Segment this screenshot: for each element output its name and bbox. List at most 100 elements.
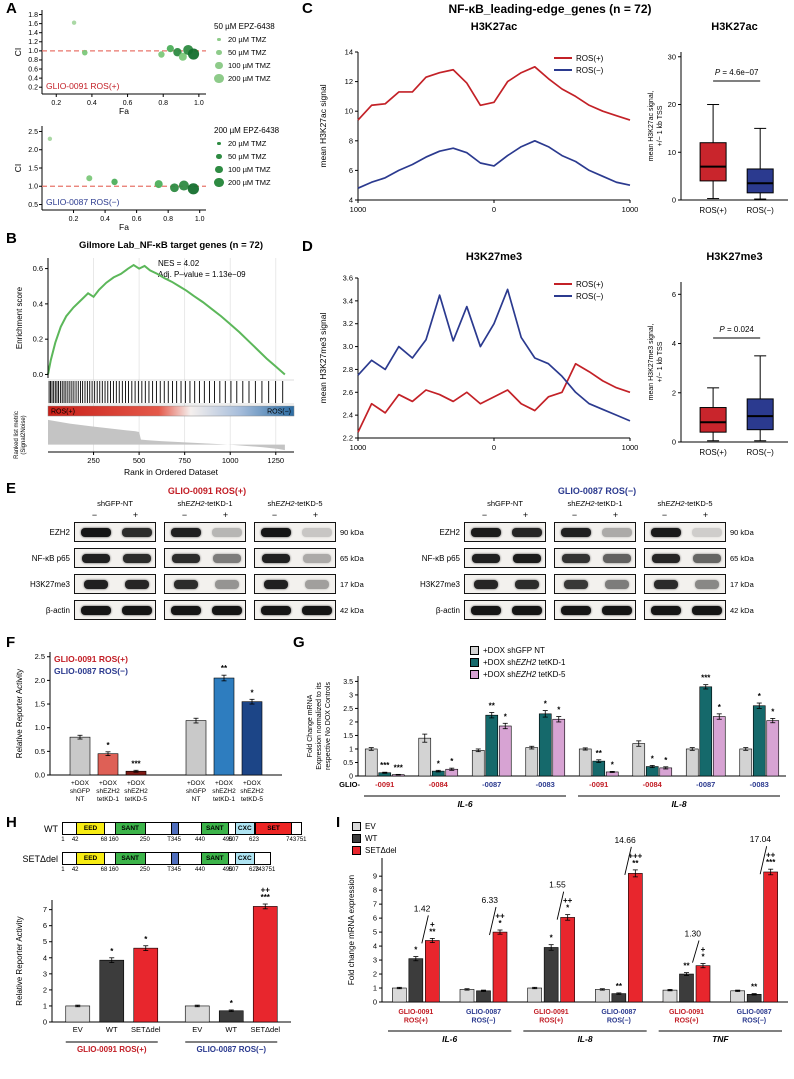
svg-text:3: 3 (373, 956, 377, 965)
svg-text:*: * (106, 741, 110, 750)
svg-text:***: *** (261, 893, 271, 902)
svg-text:10: 10 (668, 148, 676, 157)
svg-text:GLIO-0087 ROS(−): GLIO-0087 ROS(−) (54, 666, 128, 676)
protein-band (470, 528, 501, 537)
legend-swatch-icon (352, 845, 361, 855)
svg-text:+DOX: +DOX (71, 780, 90, 787)
domain-tick: 1 (61, 837, 65, 843)
svg-text:1000: 1000 (222, 456, 239, 465)
svg-text:ROS(+): ROS(+) (576, 54, 604, 63)
svg-text:***: *** (380, 761, 390, 770)
western-row-label: β-actin (435, 606, 460, 615)
svg-text:1: 1 (373, 984, 377, 993)
svg-text:mean H3K27me3 signal,: mean H3K27me3 signal, (648, 324, 655, 401)
domain-tick: 440 (194, 837, 206, 843)
legend-title: 50 µM EPZ-6438 (214, 22, 275, 31)
svg-text:-0091: -0091 (375, 780, 394, 789)
domain-tick: 68 (100, 867, 108, 873)
svg-text:*: * (550, 934, 554, 943)
legend-item: 200 µM TMZ (214, 176, 279, 189)
protein-band (260, 606, 291, 615)
protein-band (692, 554, 721, 563)
domain-backbone: EED SANT SANT CXC SET (62, 822, 302, 835)
svg-text:SETΔdel: SETΔdel (250, 1025, 280, 1034)
svg-text:0.5: 0.5 (35, 747, 45, 756)
svg-text:ROS(+): ROS(+) (699, 206, 727, 215)
panel-a-scatter-ros-negative: 0.5 1.0 1.5 2.0 2.5 0.2 0.4 0.6 0.8 1.0 Fa CI GLIO-0… (13, 126, 206, 232)
legend-item: +DOX shEZH2 tetKD-1 (470, 656, 565, 668)
dose-dot-icon (215, 165, 223, 174)
svg-text:ROS(−): ROS(−) (576, 292, 604, 301)
svg-text:8: 8 (349, 136, 353, 145)
svg-text:***: *** (766, 858, 776, 867)
legend-item-label: 100 µM TMZ (228, 61, 271, 70)
svg-text:1.30: 1.30 (684, 929, 701, 939)
svg-text:GLIO-0087: GLIO-0087 (737, 1009, 772, 1016)
legend-item-label: +DOX shEZH2 tetKD-1 (483, 657, 566, 667)
svg-text:GLIO-0087 ROS(−): GLIO-0087 ROS(−) (196, 1045, 266, 1054)
svg-text:2.5: 2.5 (343, 706, 353, 713)
kda-label: 90 kDa (730, 528, 754, 537)
blot-box (464, 522, 546, 542)
blot-box (644, 548, 726, 568)
svg-text:**: ** (429, 927, 436, 936)
blot-box (644, 600, 726, 620)
svg-text:+DOX: +DOX (215, 780, 234, 787)
svg-text:0.8: 0.8 (158, 100, 168, 107)
svg-text:1250: 1250 (267, 456, 284, 465)
protein-band (214, 580, 239, 589)
svg-text:tetKD-5: tetKD-5 (125, 796, 147, 803)
svg-text:-0083: -0083 (750, 780, 769, 789)
svg-text:Gilmore Lab_NF-κB target genes: Gilmore Lab_NF-κB target genes (n = 72) (79, 240, 263, 251)
legend-item: 100 µM TMZ (214, 59, 275, 72)
svg-text:GLIO-0091 ROS(+): GLIO-0091 ROS(+) (77, 1045, 147, 1054)
domain-segment: SET (255, 822, 293, 835)
panel-d-label: D (302, 238, 313, 255)
domain-tick: 623 (248, 867, 260, 873)
domain-tick: 623 (248, 837, 260, 843)
svg-text:+DOX: +DOX (187, 780, 206, 787)
protein-band (301, 528, 332, 537)
svg-text:++: ++ (766, 851, 776, 860)
svg-text:TNF: TNF (712, 1034, 729, 1044)
blot-box (164, 600, 246, 620)
svg-text:14.66: 14.66 (614, 835, 636, 845)
protein-band (261, 554, 290, 563)
svg-text:2.6: 2.6 (343, 388, 353, 397)
svg-text:750: 750 (178, 456, 191, 465)
svg-text:*: * (771, 707, 775, 716)
protein-band (602, 554, 631, 563)
panel-g-label: G (293, 634, 305, 651)
protein-band (173, 580, 198, 589)
domain-row-name: SETΔdel (22, 854, 58, 864)
domain-backbone: EED SANT SANT CXC (62, 852, 271, 865)
svg-text:0.4: 0.4 (100, 216, 110, 223)
svg-text:Fold Change mRNA: Fold Change mRNA (307, 694, 314, 757)
svg-text:GLIO-0091: GLIO-0091 (398, 1009, 433, 1016)
svg-text:WT: WT (225, 1025, 237, 1034)
svg-text:ROS(+): ROS(+) (51, 409, 75, 416)
panel-a-label: A (6, 0, 17, 17)
svg-text:tetKD-5: tetKD-5 (241, 796, 263, 803)
svg-text:**: ** (632, 859, 639, 868)
legend-item-label: 20 µM TMZ (228, 35, 267, 44)
svg-text:0.2: 0.2 (28, 84, 38, 91)
svg-text:ROS(−): ROS(−) (747, 448, 775, 457)
svg-text:1.42: 1.42 (414, 903, 431, 913)
protein-band (121, 606, 152, 615)
svg-text:0.5: 0.5 (343, 760, 353, 767)
svg-text:P = 4.6e−07: P = 4.6e−07 (715, 68, 759, 77)
svg-text:0.5: 0.5 (28, 202, 38, 209)
svg-text:tetKD-1: tetKD-1 (213, 796, 235, 803)
svg-text:*: * (110, 947, 114, 956)
western-group-title: GLIO-0087 ROS(−) (557, 486, 637, 496)
svg-text:7: 7 (373, 900, 377, 909)
panel-c-h3k27ac-boxplot: H3K27ac 0 10 20 30 mean H3K27ac signal, +/− 1 … (648, 21, 788, 215)
domain-segment: SANT (201, 822, 229, 835)
svg-text:6: 6 (373, 914, 377, 923)
svg-text:2: 2 (672, 388, 676, 397)
svg-text:++: ++ (563, 896, 573, 905)
svg-text:0: 0 (373, 998, 377, 1007)
legend-swatch-icon (470, 645, 479, 655)
panel-c-h3k27ac-profile: H3K27ac 4 6 8 10 12 14 1000 0 1000 mean H3K27ac si… (318, 21, 638, 214)
